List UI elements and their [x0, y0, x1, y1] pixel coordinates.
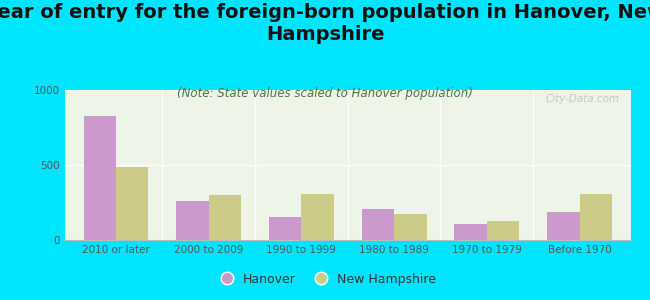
Bar [84, 116, 116, 240]
Bar [116, 167, 148, 240]
Bar [547, 212, 580, 240]
Bar [487, 220, 519, 240]
Bar [454, 224, 487, 240]
Bar [394, 214, 426, 240]
Bar [302, 194, 334, 240]
Bar [361, 208, 394, 240]
Bar [209, 195, 241, 240]
Bar [176, 201, 209, 240]
Legend: Hanover, New Hampshire: Hanover, New Hampshire [209, 268, 441, 291]
Text: City-Data.com: City-Data.com [545, 94, 619, 104]
Text: Year of entry for the foreign-born population in Hanover, New
Hampshire: Year of entry for the foreign-born popul… [0, 3, 650, 44]
Text: (Note: State values scaled to Hanover population): (Note: State values scaled to Hanover po… [177, 87, 473, 100]
Bar [580, 194, 612, 240]
Bar [269, 217, 302, 240]
